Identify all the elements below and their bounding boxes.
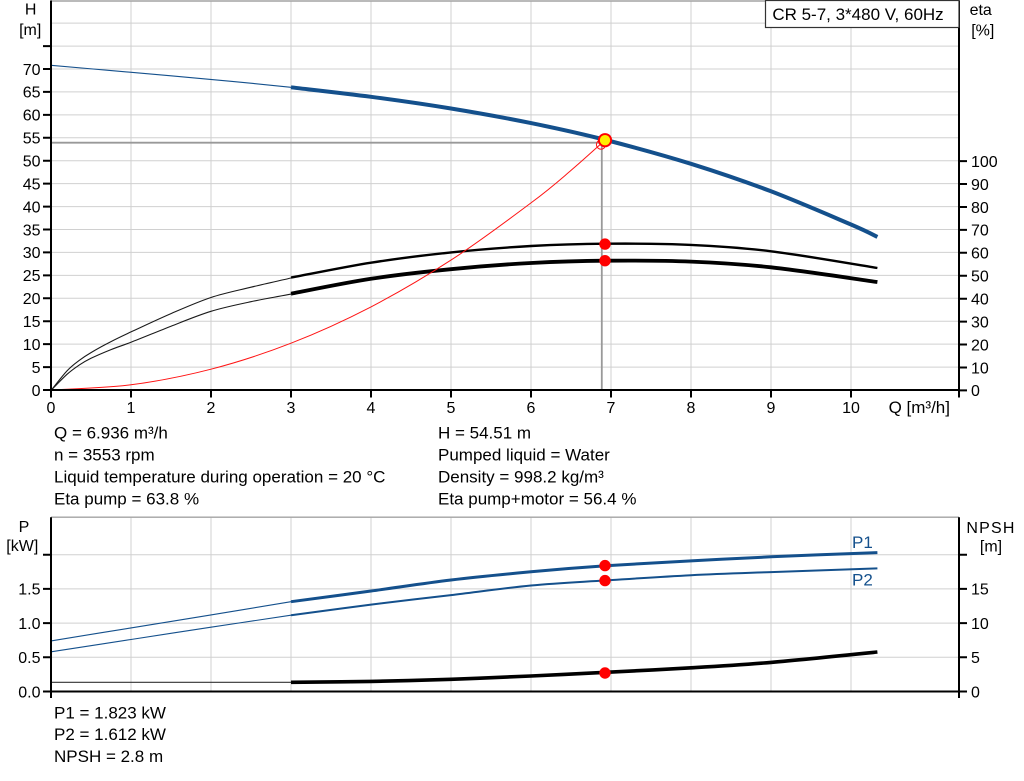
svg-text:70: 70 [23,62,41,79]
svg-text:NPSH = 2.8 m: NPSH = 2.8 m [54,747,163,766]
svg-text:Pumped liquid = Water: Pumped liquid = Water [438,446,610,465]
svg-text:80: 80 [971,200,989,217]
svg-text:50: 50 [971,269,989,286]
svg-text:65: 65 [23,85,41,102]
svg-text:Density = 998.2 kg/m³: Density = 998.2 kg/m³ [438,468,604,487]
svg-text:7: 7 [607,400,616,417]
svg-text:90: 90 [971,177,989,194]
svg-text:eta: eta [970,2,992,19]
svg-text:0: 0 [971,383,980,400]
svg-text:100: 100 [971,154,998,171]
svg-text:Q = 6.936 m³/h: Q = 6.936 m³/h [54,424,168,443]
svg-text:60: 60 [971,246,989,263]
svg-text:[%]: [%] [971,22,994,39]
svg-text:5: 5 [32,360,41,377]
svg-text:45: 45 [23,176,41,193]
svg-text:15: 15 [971,582,989,599]
svg-text:9: 9 [767,400,776,417]
svg-text:40: 40 [971,292,989,309]
svg-text:CR 5-7, 3*480 V, 60Hz: CR 5-7, 3*480 V, 60Hz [772,5,943,24]
svg-text:H: H [25,2,37,19]
svg-text:40: 40 [23,199,41,216]
svg-text:10: 10 [842,400,860,417]
svg-text:[kW]: [kW] [6,538,38,555]
svg-text:n = 3553 rpm: n = 3553 rpm [54,446,155,465]
svg-text:5: 5 [971,650,980,667]
svg-text:1.0: 1.0 [18,616,40,633]
svg-text:8: 8 [687,400,696,417]
svg-text:2: 2 [207,400,216,417]
svg-text:0: 0 [971,684,980,701]
svg-text:[m]: [m] [980,539,1002,556]
svg-text:P2: P2 [852,571,873,590]
svg-text:P1 = 1.823 kW: P1 = 1.823 kW [54,703,166,722]
svg-text:3: 3 [287,400,296,417]
svg-text:0: 0 [32,383,41,400]
svg-text:10: 10 [23,337,41,354]
svg-text:NPSH: NPSH [966,520,1015,537]
svg-text:0.0: 0.0 [18,684,40,701]
svg-text:1.5: 1.5 [18,582,40,599]
svg-text:5: 5 [447,400,456,417]
svg-text:0.5: 0.5 [18,650,40,667]
svg-text:30: 30 [971,314,989,331]
svg-text:60: 60 [23,108,41,125]
svg-text:30: 30 [23,245,41,262]
svg-text:6: 6 [527,400,536,417]
svg-text:20: 20 [23,291,41,308]
svg-text:55: 55 [23,131,41,148]
svg-text:Liquid temperature during oper: Liquid temperature during operation = 20… [54,468,385,487]
svg-text:25: 25 [23,268,41,285]
svg-text:35: 35 [23,222,41,239]
svg-text:[m]: [m] [19,22,41,39]
svg-text:50: 50 [23,154,41,171]
svg-text:P2 = 1.612 kW: P2 = 1.612 kW [54,725,166,744]
svg-text:H = 54.51 m: H = 54.51 m [438,424,531,443]
svg-text:1: 1 [127,400,136,417]
svg-text:Eta pump = 63.8 %: Eta pump = 63.8 % [54,490,199,509]
svg-text:P: P [19,519,30,536]
svg-text:P1: P1 [852,533,873,552]
svg-text:4: 4 [367,400,376,417]
svg-text:10: 10 [971,616,989,633]
svg-text:20: 20 [971,337,989,354]
svg-text:0: 0 [47,400,56,417]
svg-text:70: 70 [971,223,989,240]
svg-text:15: 15 [23,314,41,331]
svg-text:10: 10 [971,360,989,377]
svg-text:Q [m³/h]: Q [m³/h] [889,398,950,417]
svg-text:Eta pump+motor = 56.4 %: Eta pump+motor = 56.4 % [438,490,636,509]
